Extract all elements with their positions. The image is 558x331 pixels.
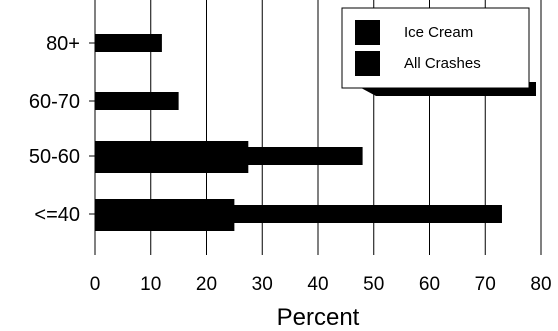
bars: [95, 34, 502, 231]
x-axis-title: Percent: [277, 304, 360, 331]
x-tick-label-6: 60: [419, 274, 440, 295]
y-tick-label-0: 80+: [46, 33, 80, 55]
bar-all-crashes-0: [95, 34, 162, 52]
x-tick-label-3: 30: [252, 274, 273, 295]
legend-label-all-crashes: All Crashes: [404, 55, 481, 72]
x-tick-label-7: 70: [475, 274, 496, 295]
legend-label-ice-cream: Ice Cream: [404, 24, 473, 41]
bar-ice-cream-3: [95, 199, 235, 231]
x-tick-label-1: 10: [140, 274, 161, 295]
legend: Ice Cream All Crashes: [341, 7, 536, 96]
x-tick-labels: 0 10 20 30 40 50 60 70 80: [90, 274, 552, 295]
y-tick-label-3: <=40: [34, 204, 80, 226]
bar-ice-cream-2: [95, 141, 249, 173]
x-tick-label-4: 40: [307, 274, 328, 295]
y-tick-labels: 80+ 60-70 50-60 <=40: [29, 33, 95, 226]
legend-swatch-ice-cream: [355, 20, 380, 45]
y-tick-label-2: 50-60: [29, 146, 80, 168]
bar-all-crashes-1: [95, 92, 179, 110]
x-tick-label-8: 80: [530, 274, 551, 295]
x-tick-label-0: 0: [90, 274, 101, 295]
x-tick-label-2: 20: [196, 274, 217, 295]
legend-swatch-all-crashes: [355, 51, 380, 76]
y-tick-label-1: 60-70: [29, 91, 80, 113]
x-tick-label-5: 50: [363, 274, 384, 295]
